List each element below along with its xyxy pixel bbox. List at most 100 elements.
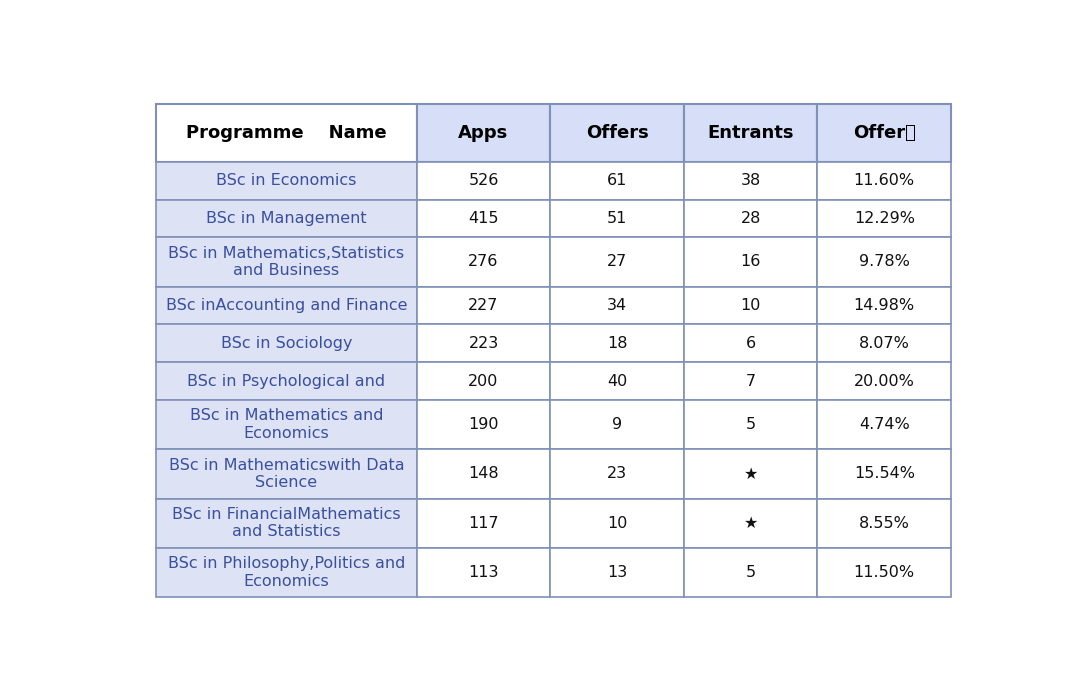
Text: 8.07%: 8.07% [859, 336, 909, 351]
Text: 117: 117 [469, 516, 499, 531]
Bar [417, 287, 551, 325]
Text: 415: 415 [469, 211, 499, 226]
Text: BSc in Economics: BSc in Economics [216, 173, 356, 188]
Text: BSc in Mathematicswith Data
Science: BSc in Mathematicswith Data Science [168, 457, 404, 490]
Bar [684, 362, 818, 400]
Bar [818, 104, 951, 162]
Bar [551, 499, 684, 548]
Bar [684, 449, 818, 499]
Text: BSc inAccounting and Finance: BSc inAccounting and Finance [165, 298, 407, 313]
Text: 200: 200 [469, 373, 499, 389]
Bar [156, 325, 417, 362]
Bar [417, 325, 551, 362]
Bar [156, 287, 417, 325]
Bar [156, 162, 417, 200]
Bar [551, 237, 684, 287]
Bar [417, 200, 551, 237]
Bar [156, 499, 417, 548]
Text: 34: 34 [607, 298, 627, 313]
Bar [684, 287, 818, 325]
Text: 10: 10 [741, 298, 761, 313]
Text: 12.29%: 12.29% [854, 211, 915, 226]
Text: BSc in FinancialMathematics
and Statistics: BSc in FinancialMathematics and Statisti… [172, 507, 401, 539]
Text: 9.78%: 9.78% [859, 254, 909, 269]
Bar [417, 548, 551, 597]
Text: Offers: Offers [585, 124, 648, 142]
Text: BSc in Sociology: BSc in Sociology [220, 336, 352, 351]
Text: ★: ★ [743, 516, 758, 531]
Bar [684, 200, 818, 237]
Bar [684, 237, 818, 287]
Text: 16: 16 [741, 254, 761, 269]
Bar [818, 162, 951, 200]
Text: 227: 227 [469, 298, 499, 313]
Text: 190: 190 [469, 417, 499, 432]
Text: 15.54%: 15.54% [854, 466, 915, 482]
Text: 6: 6 [745, 336, 756, 351]
Bar [156, 449, 417, 499]
Text: 9: 9 [612, 417, 622, 432]
Bar [156, 362, 417, 400]
Bar [551, 287, 684, 325]
Text: 14.98%: 14.98% [853, 298, 915, 313]
Text: Offer率: Offer率 [853, 124, 916, 142]
Bar [818, 362, 951, 400]
Bar [818, 200, 951, 237]
Text: 40: 40 [607, 373, 627, 389]
Bar [684, 400, 818, 449]
Bar [156, 237, 417, 287]
Text: 28: 28 [741, 211, 761, 226]
Text: 18: 18 [607, 336, 627, 351]
Bar [551, 362, 684, 400]
Text: 276: 276 [469, 254, 499, 269]
Text: Programme    Name: Programme Name [186, 124, 387, 142]
Text: 11.50%: 11.50% [853, 565, 915, 580]
Bar [818, 548, 951, 597]
Text: 27: 27 [607, 254, 627, 269]
Text: BSc in Psychological and: BSc in Psychological and [187, 373, 386, 389]
Bar [684, 499, 818, 548]
Text: 223: 223 [469, 336, 499, 351]
Bar [818, 499, 951, 548]
Bar [818, 237, 951, 287]
Bar [156, 104, 417, 162]
Text: BSc in Philosophy,Politics and
Economics: BSc in Philosophy,Politics and Economics [167, 557, 405, 589]
Text: 113: 113 [469, 565, 499, 580]
Bar [417, 400, 551, 449]
Bar [156, 200, 417, 237]
Bar [156, 548, 417, 597]
Bar [684, 548, 818, 597]
Text: 5: 5 [745, 417, 756, 432]
Text: Entrants: Entrants [707, 124, 794, 142]
Text: 61: 61 [607, 173, 627, 188]
Text: 20.00%: 20.00% [854, 373, 915, 389]
Text: 7: 7 [745, 373, 756, 389]
Bar [818, 287, 951, 325]
Text: BSc in Mathematics and
Economics: BSc in Mathematics and Economics [190, 409, 383, 441]
Text: Apps: Apps [458, 124, 509, 142]
Bar [551, 400, 684, 449]
Text: 5: 5 [745, 565, 756, 580]
Bar [417, 237, 551, 287]
Text: 526: 526 [469, 173, 499, 188]
Bar [417, 162, 551, 200]
Bar [551, 548, 684, 597]
Bar [551, 449, 684, 499]
Text: BSc in Mathematics,Statistics
and Business: BSc in Mathematics,Statistics and Busine… [168, 246, 404, 278]
Bar [684, 104, 818, 162]
Text: 4.74%: 4.74% [859, 417, 909, 432]
Text: 148: 148 [469, 466, 499, 482]
Text: 51: 51 [607, 211, 627, 226]
Text: 8.55%: 8.55% [859, 516, 909, 531]
Text: 11.60%: 11.60% [853, 173, 915, 188]
Text: 38: 38 [741, 173, 760, 188]
Bar [818, 400, 951, 449]
Text: 23: 23 [607, 466, 627, 482]
Bar [417, 104, 551, 162]
Bar [551, 104, 684, 162]
Bar [156, 400, 417, 449]
Text: ★: ★ [743, 466, 758, 482]
Bar [417, 362, 551, 400]
Bar [684, 162, 818, 200]
Bar [551, 325, 684, 362]
